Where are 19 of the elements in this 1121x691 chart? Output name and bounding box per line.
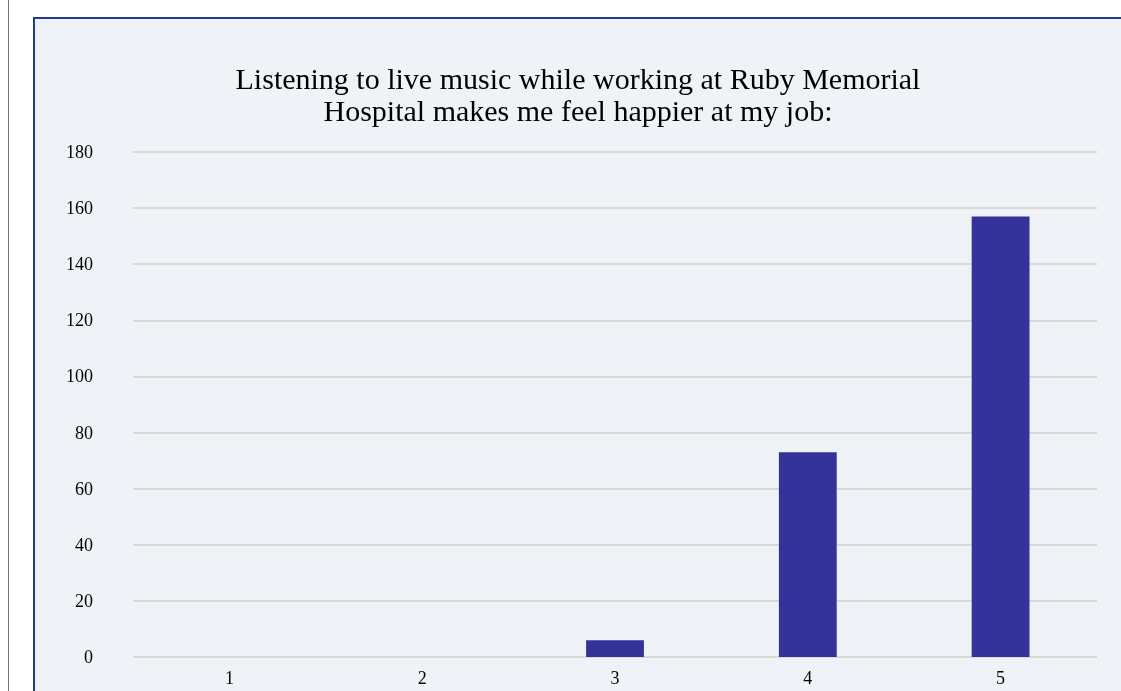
y-tick-label: 160	[66, 198, 93, 219]
y-tick-label: 180	[66, 142, 93, 162]
bar	[586, 640, 644, 657]
y-tick-label: 20	[75, 590, 93, 611]
x-tick-label: 2	[417, 668, 427, 688]
bar	[778, 452, 837, 657]
y-tick-label: 60	[75, 478, 93, 499]
y-tick-label: 0	[84, 647, 93, 667]
y-tick-label: 40	[75, 534, 93, 555]
x-tick-label: 1	[224, 668, 234, 688]
y-tick-label: 140	[66, 254, 93, 275]
y-tick-label: 100	[66, 366, 93, 387]
y-tick-label: 120	[66, 310, 93, 331]
chart-title: Listening to live music while working at Ruby Memorial Hospital makes me feel happier at my job:	[235, 61, 921, 127]
bar	[971, 216, 1030, 657]
x-tick-label: 3	[610, 668, 620, 688]
x-tick-label: 5	[996, 668, 1006, 688]
x-tick-label: 4	[803, 668, 813, 688]
y-tick-label: 80	[75, 422, 93, 443]
